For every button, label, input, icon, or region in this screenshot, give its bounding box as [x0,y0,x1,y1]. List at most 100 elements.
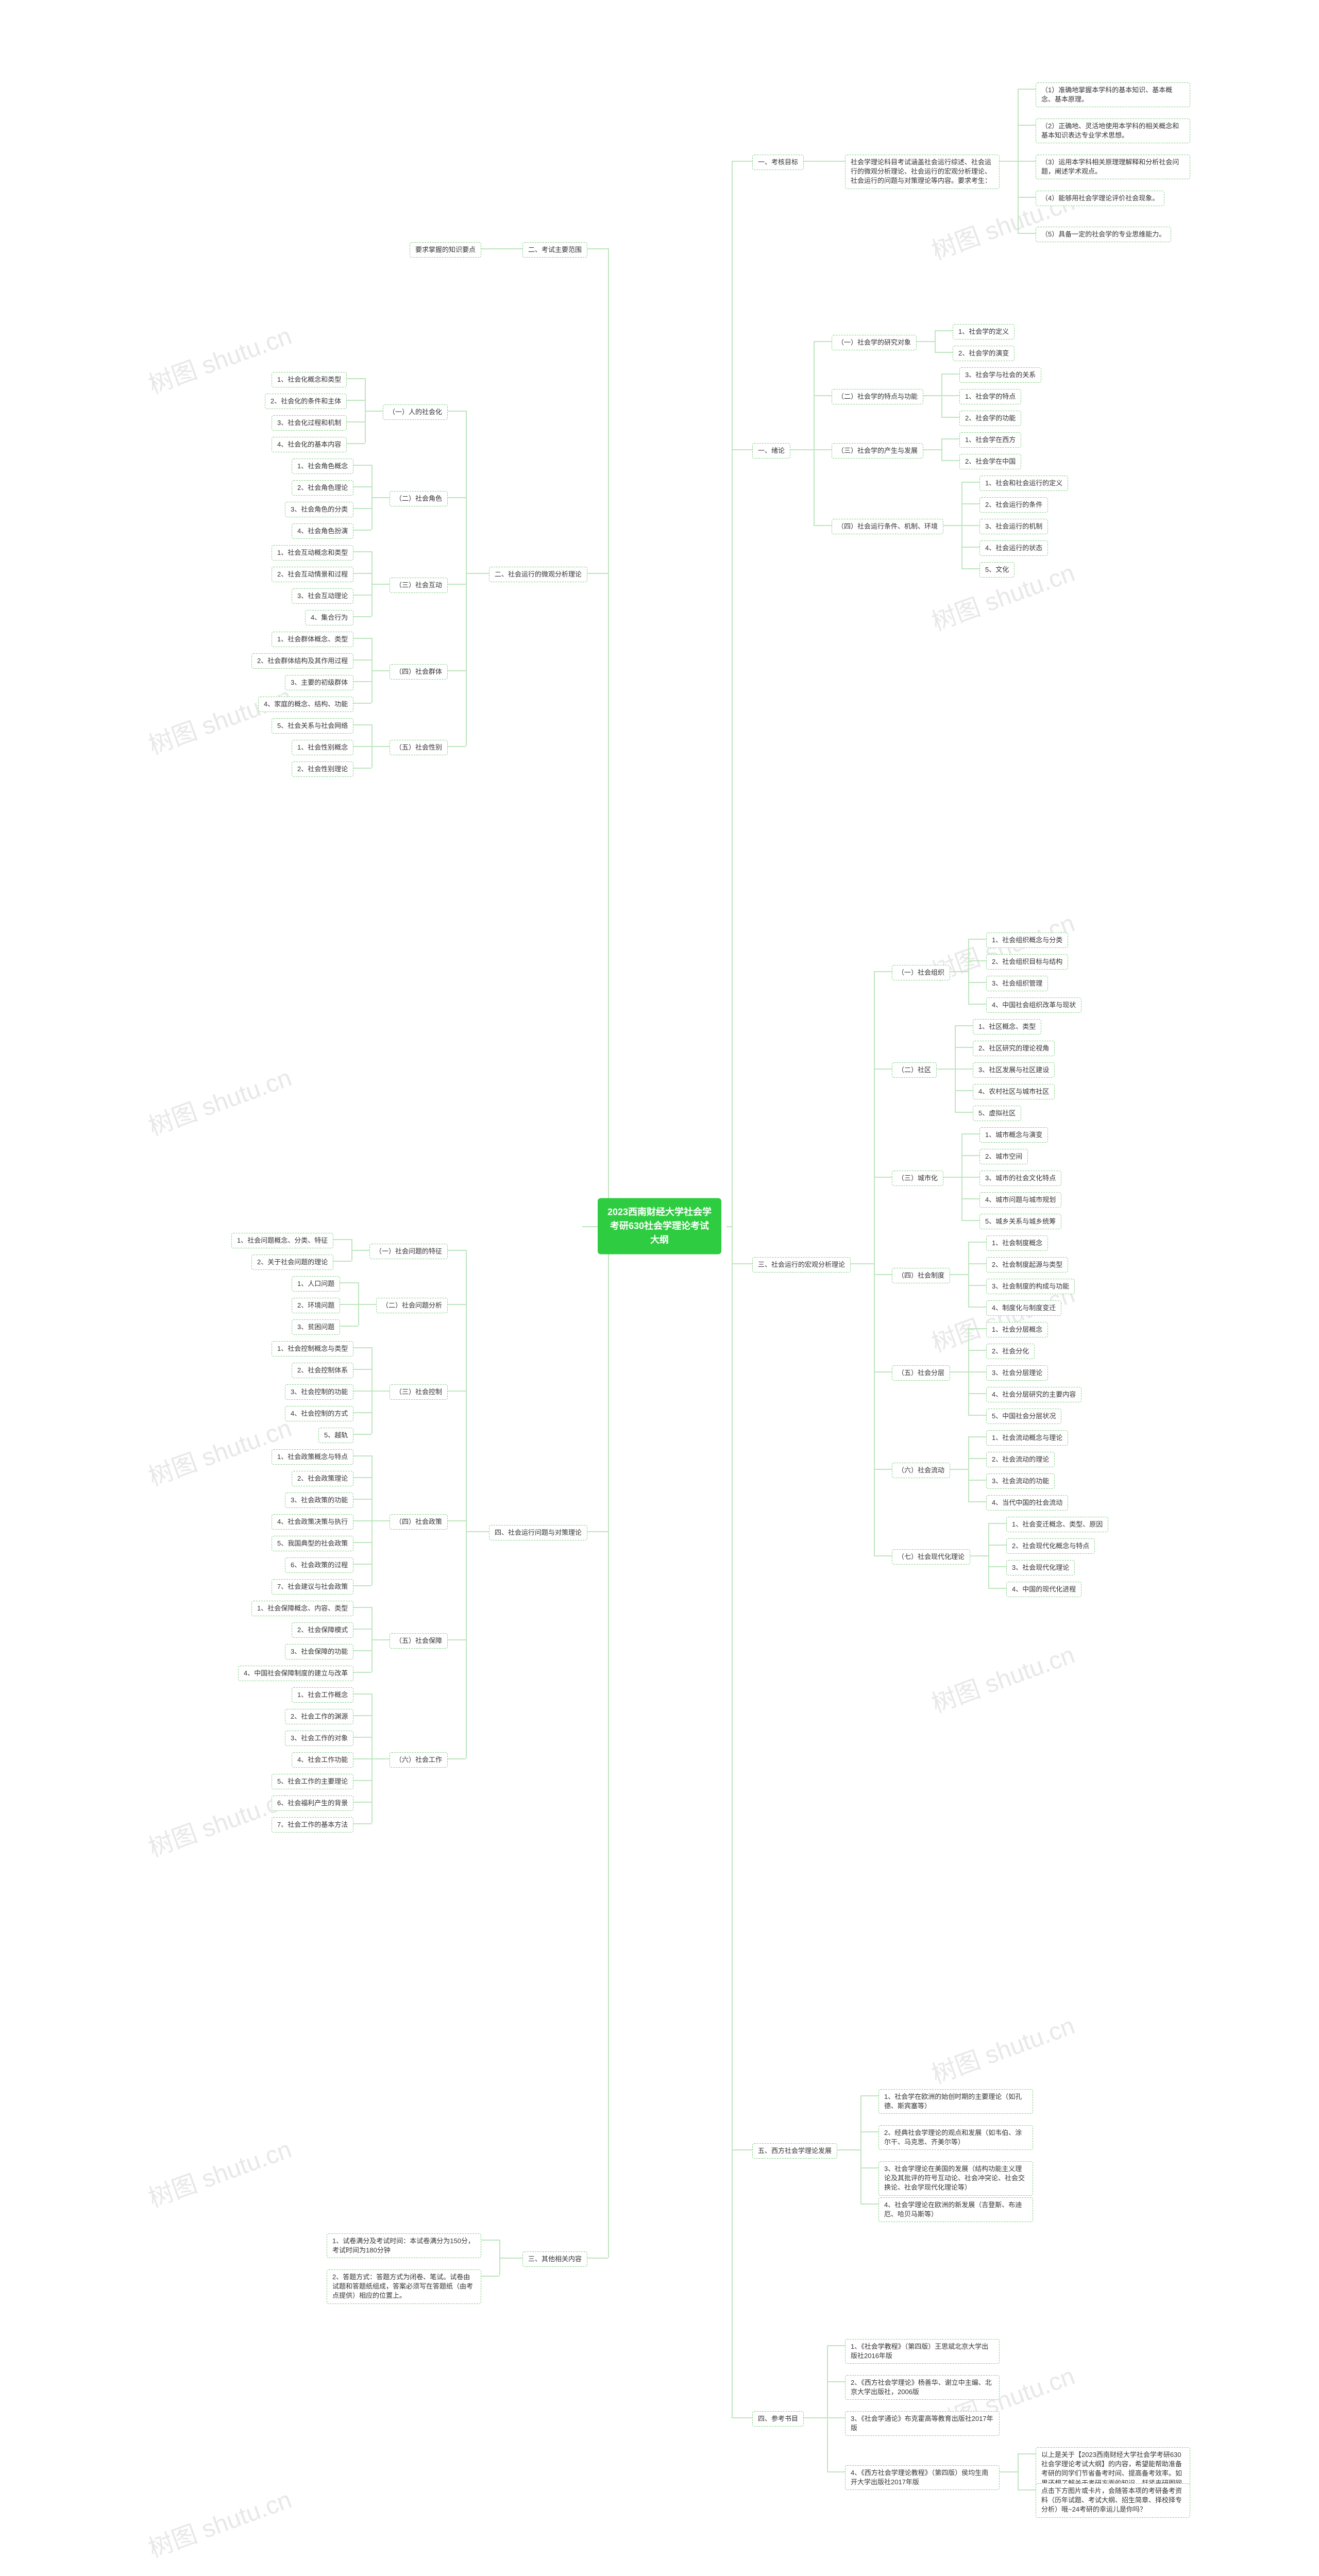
branch-l2: （七）社会现代化理论 [892,1549,970,1565]
connector-line [968,1371,986,1372]
connector-line [466,573,489,574]
watermark: 树图 shutu.cn [143,2479,296,2564]
branch-l3: 3、社会政策的功能 [285,1493,353,1508]
connector-line [365,378,366,443]
connector-line [860,2131,878,2132]
branch-l2: （一）人的社会化 [383,404,448,420]
connector-line [353,1391,371,1392]
connector-line [1018,197,1036,198]
branch-l3: 3、社会流动的功能 [986,1473,1055,1489]
connector-line [955,1047,973,1048]
connector-line [353,681,371,682]
branch-l2: （四）社会政策 [390,1514,448,1530]
connector-line [353,746,371,747]
connector-line [466,1250,467,1758]
connector-line [1000,2471,1018,2472]
branch-l1: 二、社会运行的微观分析理论 [489,567,587,582]
connector-line [340,1304,358,1305]
branch-l3: 5、中国社会分层状况 [986,1409,1061,1424]
connector-line [968,1242,969,1307]
connector-line [1018,89,1036,90]
connector-line [968,1307,986,1308]
branch-l3: 4、社会角色扮演 [292,523,353,539]
connector-line [988,1523,989,1588]
center-node: 2023西南财经大学社会学考研630社会学理论考试大纲 [598,1198,721,1255]
connector-line [941,395,959,396]
branch-l3: 4、中国社会组织改革与现状 [986,997,1081,1013]
connector-line [968,1415,986,1416]
branch-l3: 3、社会组织管理 [986,976,1048,991]
branch-l3: 2、环境问题 [292,1298,340,1313]
branch-l3: 2、社会性别理论 [292,761,353,777]
branch-l3: 1、社会组织概念与分类 [986,933,1068,948]
connector-line [961,482,979,483]
branch-l2: 1、《社会学教程》（第四版）王思斌北京大学出版社2016年版 [845,2339,1000,2364]
connector-line [732,2149,752,2150]
connector-line [968,960,986,961]
connector-line [353,1585,371,1586]
branch-l3: 7、社会建议与社会政策 [272,1579,353,1595]
connector-line [968,1242,986,1243]
connector-line [353,1780,371,1781]
branch-l3: （5）具备一定的社会学的专业思维能力。 [1036,227,1171,242]
connector-line [968,1393,986,1394]
connector-line [1018,2453,1036,2454]
connector-line [353,1823,371,1824]
connector-line [448,1520,466,1521]
connector-line [371,551,373,616]
connector-line [988,1545,1006,1546]
connector-line [371,1347,373,1434]
branch-l2: （三）城市化 [892,1171,943,1186]
branch-l3: 2、社会政策理论 [292,1471,353,1486]
branch-l3: 3、社会分层理论 [986,1365,1048,1381]
branch-l3: 4、社会分层研究的主要内容 [986,1387,1081,1402]
connector-line [481,2276,499,2277]
branch-l3: 2、社会保障模式 [292,1622,353,1638]
connector-line [353,1629,371,1630]
connector-line [941,374,959,375]
branch-l3: 2、社会互动情景和过程 [272,567,353,582]
connector-line [340,1326,358,1327]
branch-l2: 1、试卷满分及考试时间：本试卷满分为150分，考试时间为180分钟 [327,2233,481,2258]
connector-line [827,2345,828,2471]
connector-line [448,670,466,671]
connector-line [358,1304,376,1305]
connector-line [353,595,371,596]
branch-l3: 2、社会现代化概念与特点 [1006,1538,1095,1554]
connector-line [365,411,383,412]
connector-line [353,638,371,639]
branch-l1: 一、考核目标 [752,155,804,170]
connector-line [353,551,371,552]
branch-l3: 1、社会分层概念 [986,1322,1048,1337]
branch-l3: 1、社会控制概念与类型 [272,1341,353,1357]
branch-l3: 1、社会角色概念 [292,459,353,474]
branch-l3: 2、社会控制体系 [292,1363,353,1378]
branch-l3: 3、贫困问题 [292,1319,340,1335]
connector-line [1018,2453,1019,2489]
connector-line [371,1639,390,1640]
connector-line [353,1650,371,1651]
branch-l3: 2、社会分化 [986,1344,1035,1359]
branch-l2: （二）社会学的特点与功能 [832,389,923,404]
connector-line [827,2345,845,2346]
connector-line [333,1239,351,1240]
branch-l3: 2、社会组织目标与结构 [986,954,1068,970]
connector-line [448,1758,466,1759]
connector-line [950,1371,968,1372]
connector-line [968,1285,986,1286]
connector-line [874,1371,892,1372]
connector-line [353,724,371,725]
branch-l3: 5、虚拟社区 [973,1106,1021,1121]
branch-l3: 5、越轨 [318,1428,353,1443]
watermark: 树图 shutu.cn [143,315,296,400]
branch-l3: 3、社会化过程和机制 [272,415,347,431]
branch-l2: （四）社会运行条件、机制、环境 [832,519,943,534]
branch-l1: 二、考试主要范围 [522,242,587,258]
branch-l2: （一）社会学的研究对象 [832,335,917,350]
branch-l3: 3、社会制度的构成与功能 [986,1279,1075,1294]
connector-line [961,1133,979,1134]
branch-l3: 5、社会关系与社会网络 [272,718,353,734]
connector-line [937,1069,955,1070]
branch-l2: （六）社会工作 [390,1752,448,1768]
connector-line [860,2095,878,2096]
